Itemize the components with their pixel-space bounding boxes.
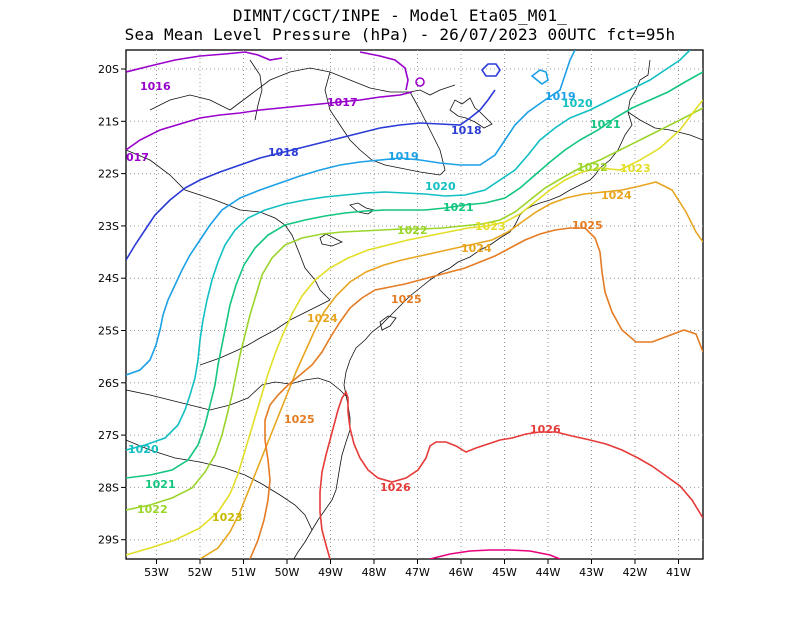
lat-tick-label: 20S: [98, 63, 119, 76]
lon-tick-label: 53W: [144, 566, 169, 579]
lon-tick-label: 52W: [188, 566, 213, 579]
label-1025-coast: 1025: [391, 293, 422, 306]
latitude-axis: 20S 21S 22S 23S 24S 25S 26S 27S 28S 29S: [98, 63, 126, 547]
lat-tick-label: 23S: [98, 220, 119, 233]
label-1024-coast: 1024: [461, 242, 492, 255]
lon-tick-label: 46W: [449, 566, 474, 579]
label-1024-ocean: 1024: [601, 189, 632, 202]
label-1020-west: 1020: [128, 443, 159, 456]
label-1019-coast: 1019: [388, 150, 419, 163]
label-1024-west: 1024: [307, 312, 338, 325]
label-1022-west: 1022: [137, 503, 168, 516]
label-1023-ocean: 1023: [620, 162, 651, 175]
label-1018-east: 1018: [451, 124, 482, 137]
lon-tick-label: 43W: [579, 566, 604, 579]
lat-tick-label: 28S: [98, 481, 119, 494]
lon-tick-label: 51W: [231, 566, 256, 579]
label-1017-edge: 017: [126, 151, 149, 164]
label-1022-coast: 1022: [397, 224, 428, 237]
label-1017: 1017: [327, 96, 358, 109]
lat-tick-label: 25S: [98, 325, 119, 338]
lon-tick-label: 45W: [492, 566, 517, 579]
label-1025-west: 1025: [284, 413, 315, 426]
lon-tick-label: 50W: [275, 566, 300, 579]
label-1020-ocean: 1020: [562, 97, 593, 110]
label-1026-south: 1026: [380, 481, 411, 494]
lat-tick-label: 26S: [98, 377, 119, 390]
lon-tick-label: 41W: [666, 566, 691, 579]
lon-tick-label: 42W: [623, 566, 648, 579]
label-1021-west: 1021: [145, 478, 176, 491]
longitude-axis: 53W 52W 51W 50W 49W 48W 47W 46W 45W 44W 43W 42W 41W: [144, 559, 691, 579]
lon-tick-label: 49W: [318, 566, 343, 579]
label-1021-ocean: 1021: [590, 118, 621, 131]
label-1022-ocean: 1022: [577, 161, 608, 174]
lat-tick-label: 24S: [98, 272, 119, 285]
label-1026-ocean: 1026: [530, 423, 561, 436]
lon-tick-label: 47W: [405, 566, 430, 579]
label-1023-south: 1023: [212, 511, 243, 524]
lat-tick-label: 27S: [98, 429, 119, 442]
label-1016: 1016: [140, 80, 171, 93]
label-1025-ocean: 1025: [572, 219, 603, 232]
label-1021-coast: 1021: [443, 201, 474, 214]
lon-tick-label: 48W: [362, 566, 387, 579]
label-1018-west: 1018: [268, 146, 299, 159]
lat-tick-label: 29S: [98, 534, 119, 547]
lat-tick-label: 22S: [98, 168, 119, 181]
lon-tick-label: 44W: [536, 566, 561, 579]
label-1023-coast: 1023: [475, 220, 506, 233]
label-1020-coast: 1020: [425, 180, 456, 193]
lat-tick-label: 21S: [98, 115, 119, 128]
